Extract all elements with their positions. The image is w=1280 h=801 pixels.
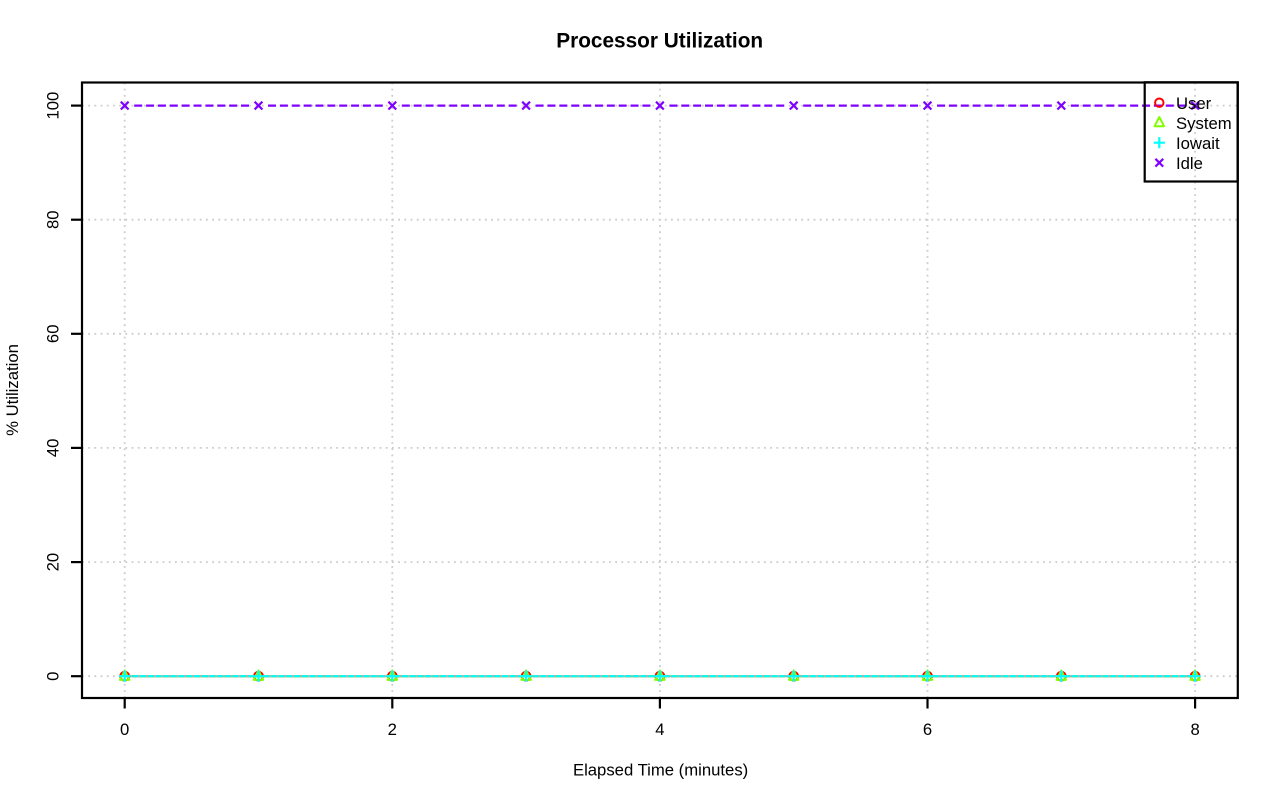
svg-text:System: System: [1176, 114, 1232, 133]
svg-text:Processor Utilization: Processor Utilization: [556, 30, 763, 53]
svg-text:User: User: [1176, 94, 1212, 113]
svg-text:Idle: Idle: [1176, 154, 1203, 173]
svg-text:0: 0: [44, 672, 63, 681]
svg-text:60: 60: [44, 325, 63, 344]
svg-text:0: 0: [120, 720, 129, 739]
svg-text:2: 2: [388, 720, 397, 739]
svg-text:Elapsed Time (minutes): Elapsed Time (minutes): [573, 760, 748, 779]
svg-text:Iowait: Iowait: [1176, 134, 1220, 153]
svg-text:40: 40: [44, 439, 63, 458]
svg-text:80: 80: [44, 210, 63, 229]
svg-text:20: 20: [44, 553, 63, 572]
svg-text:8: 8: [1190, 720, 1199, 739]
svg-text:6: 6: [923, 720, 932, 739]
svg-text:4: 4: [655, 720, 664, 739]
svg-text:100: 100: [44, 92, 63, 120]
svg-text:% Utilization: % Utilization: [3, 344, 22, 436]
